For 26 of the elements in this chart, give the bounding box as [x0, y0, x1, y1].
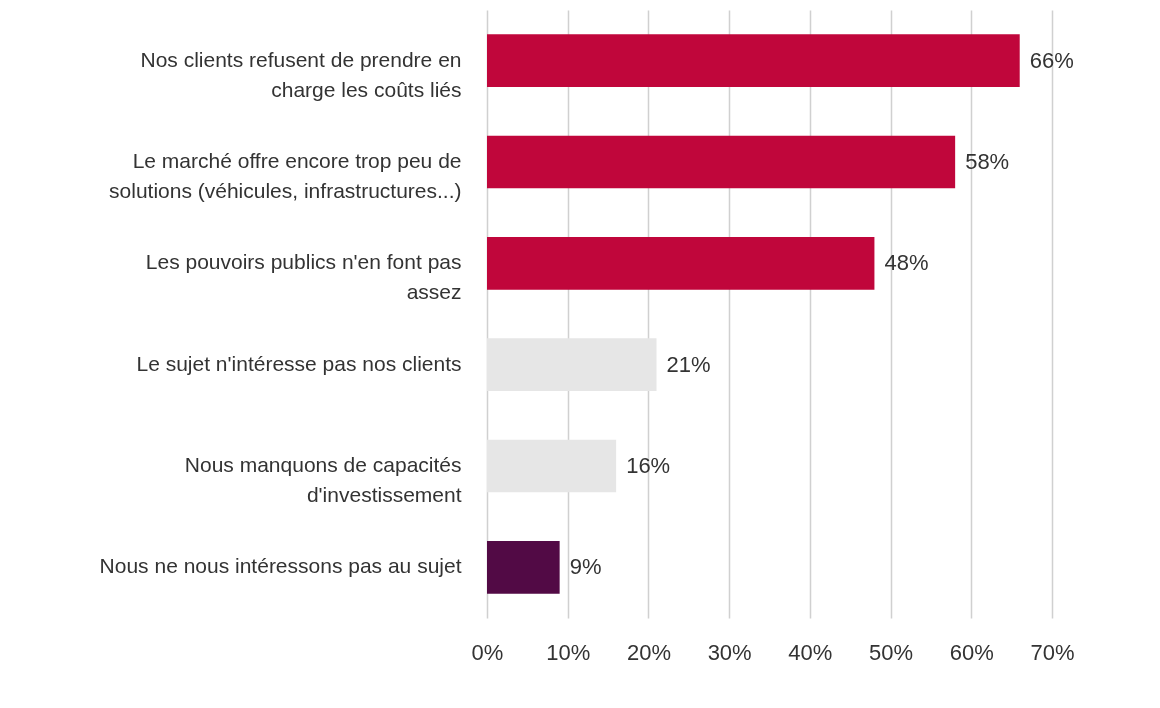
x-tick-label: 20% [626, 639, 671, 665]
y-tick-label: Les pouvoirs publics n'en font pas assez [145, 250, 462, 304]
y-tick-label: Le marché offre encore trop peu de solutions (véhicules, infrastructures...) [109, 149, 462, 202]
x-tick-label: 70% [1030, 639, 1075, 665]
x-tick-label: 60% [949, 639, 994, 665]
y-tick-label: Nos clients refusent de prendre en charge les coûts liés [140, 47, 462, 101]
bar [487, 34, 1020, 88]
data-label: 66% [1029, 47, 1074, 73]
x-tick-label: 30% [707, 639, 752, 665]
x-tick-label: 0% [471, 639, 504, 665]
x-tick-label: 50% [869, 639, 914, 665]
data-label: 58% [965, 149, 1010, 174]
bar [487, 540, 560, 594]
bar [487, 135, 956, 189]
data-label: 21% [666, 351, 711, 377]
x-tick-label: 10% [546, 639, 591, 665]
data-label: 16% [626, 453, 671, 478]
bar [487, 236, 875, 290]
y-tick-label: Le sujet n'intéresse pas nos clients [136, 351, 462, 375]
bar [487, 338, 657, 392]
y-tick-label: Nous ne nous intéressons pas au sujet [99, 554, 462, 578]
y-tick-label: Nous manquons de capacités d'investissement [184, 453, 462, 506]
data-label: 9% [569, 554, 602, 580]
bar [487, 439, 617, 493]
x-tick-label: 40% [788, 639, 833, 665]
data-label: 48% [884, 250, 929, 276]
